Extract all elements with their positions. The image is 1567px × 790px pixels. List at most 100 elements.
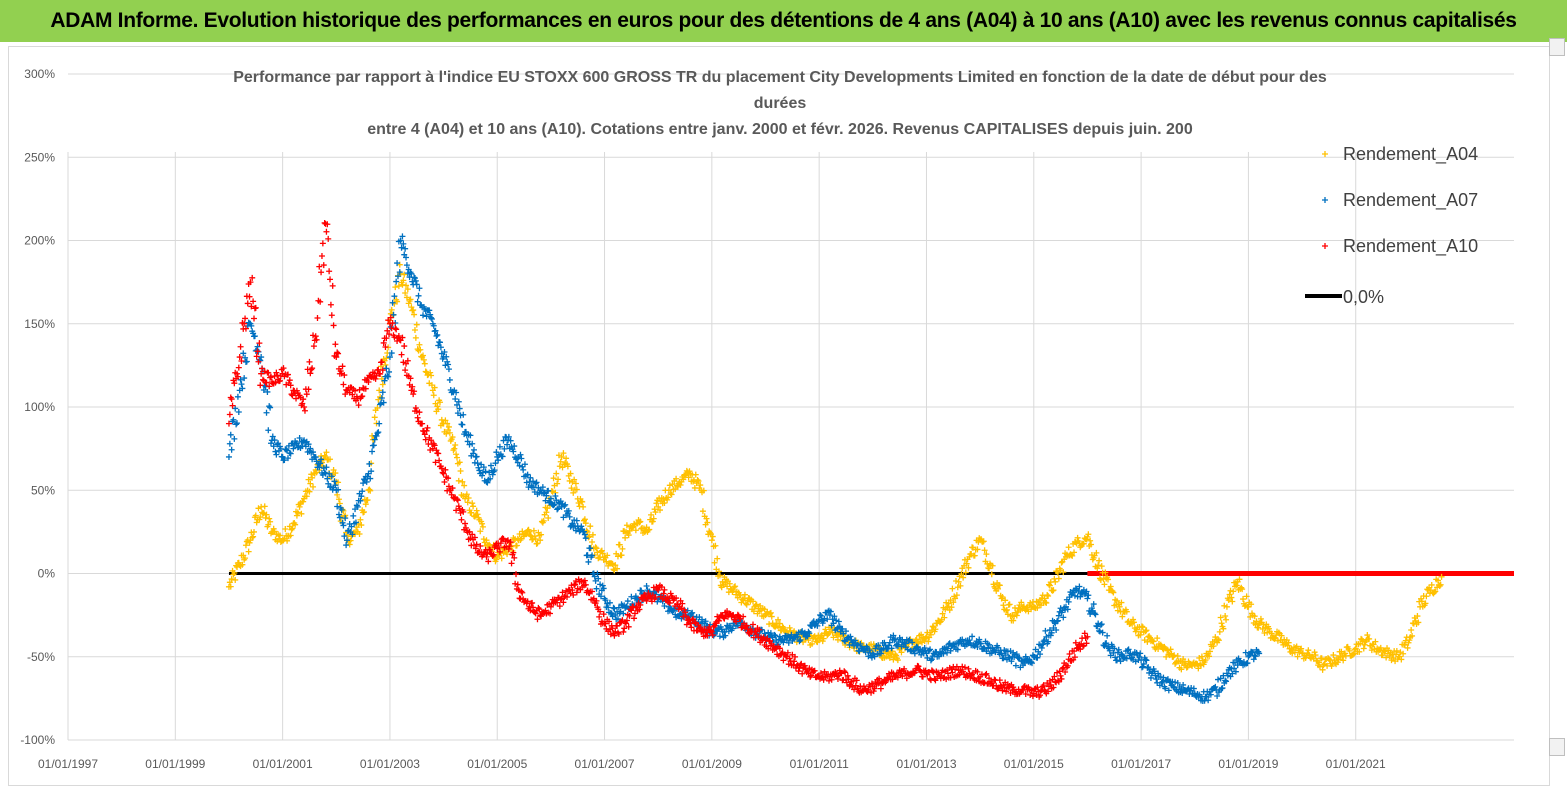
rendement_a07-point — [275, 440, 282, 447]
rendement_a04-point — [1361, 641, 1368, 648]
rendement_a04-point — [1251, 613, 1258, 620]
rendement_a10-point — [673, 595, 680, 602]
rendement_a10-point — [510, 549, 517, 556]
rendement_a07-point — [661, 602, 668, 609]
rendement_a07-point — [226, 440, 233, 447]
rendement_a10-point — [421, 431, 428, 438]
rendement_a04-point — [1102, 569, 1109, 576]
rendement_a10-point — [606, 626, 613, 633]
rendement_a10-point — [320, 262, 327, 269]
rendement_a10-point — [556, 603, 563, 610]
rendement_a07-point — [788, 631, 795, 638]
rendement_a07-point — [971, 643, 978, 650]
rendement_a10-point — [901, 665, 908, 672]
rendement_a10-point — [728, 613, 735, 620]
rendement_a04-point — [636, 519, 643, 526]
rendement_a07-point — [446, 376, 453, 383]
rendement_a04-point — [652, 509, 659, 516]
rendement_a10-point — [274, 372, 281, 379]
rendement_a10-point — [380, 339, 387, 346]
rendement_a07-point — [272, 448, 279, 455]
rendement_a04-point — [257, 514, 264, 521]
rendement_a10-point — [432, 459, 439, 466]
rendement_a04-point — [604, 552, 611, 559]
rendement_a07-point — [1222, 677, 1229, 684]
rendement_a07-point — [284, 455, 291, 462]
rendement_a07-point — [545, 487, 552, 494]
legend: Rendement_A04 Rendement_A07 Rendement_A10 0… — [1305, 144, 1478, 307]
rendement_a07-point — [521, 461, 528, 468]
rendement_a07-point — [817, 612, 824, 619]
rendement_a07-point — [1135, 656, 1142, 663]
rendement_a10-point — [340, 381, 347, 388]
rendement_a04-point — [246, 539, 253, 546]
rendement_a04-point — [437, 399, 444, 406]
rendement_a04-point — [996, 582, 1003, 589]
chart-resize-handle-top[interactable] — [1549, 38, 1565, 56]
rendement_a04-point — [945, 600, 952, 607]
rendement_a04-point — [544, 505, 551, 512]
rendement_a07-point — [412, 277, 419, 284]
rendement_a07-point — [416, 285, 423, 292]
rendement_a10-point — [300, 396, 307, 403]
rendement_a07-point — [780, 639, 787, 646]
rendement_a07-point — [251, 333, 258, 340]
rendement_a07-point — [1219, 685, 1226, 692]
rendement_a10-point — [472, 545, 479, 552]
rendement_a04-point — [824, 632, 831, 639]
rendement_a04-point — [582, 520, 589, 527]
rendement_a04-point — [1130, 619, 1137, 626]
chart-resize-handle-bottom[interactable] — [1549, 738, 1565, 756]
rendement_a07-point — [404, 270, 411, 277]
rendement_a07-point — [1065, 598, 1072, 605]
rendement_a04-point — [686, 468, 693, 475]
rendement_a04-point — [245, 548, 252, 555]
rendement_a10-point — [932, 677, 939, 684]
rendement_a07-point — [1178, 685, 1185, 692]
rendement_a04-point — [662, 487, 669, 494]
rendement_a04-point — [1042, 599, 1049, 606]
rendement_a10-point — [620, 628, 627, 635]
rendement_a07-point — [573, 517, 580, 524]
rendement_a04-point — [1436, 583, 1443, 590]
rendement_a04-point — [1325, 655, 1332, 662]
rendement_a10-point — [402, 367, 409, 374]
rendement_a04-point — [1372, 638, 1379, 645]
rendement_a07-point — [283, 446, 290, 453]
rendement_a10-point — [647, 593, 654, 600]
x-axis-ticks: 01/01/1997 01/01/1999 01/01/2001 01/01/2003… — [38, 757, 1386, 771]
rendement_a07-point — [340, 522, 347, 529]
rendement_a04-point — [1215, 636, 1221, 643]
rendement_a10-point — [572, 581, 579, 588]
rendement_a04-point — [1198, 653, 1205, 660]
rendement_a07-point — [334, 503, 341, 510]
rendement_a04-point — [650, 515, 657, 522]
rendement_a07-point — [267, 404, 274, 411]
rendement_a04-point — [1401, 641, 1408, 648]
rendement_a10-point — [323, 228, 330, 235]
rendement_a07-point — [387, 323, 394, 330]
rendement_a04-point — [1366, 635, 1373, 642]
rendement_a04-point — [709, 533, 716, 540]
rendement_a10-point — [496, 548, 503, 555]
rendement_a10-point — [308, 366, 315, 373]
rendement_a04-point — [421, 360, 428, 367]
rendement_a04-point — [557, 458, 564, 465]
rendement_a04-point — [750, 608, 757, 615]
rendement_a07-point — [892, 635, 899, 642]
rendement_a07-point — [1140, 660, 1147, 667]
rendement_a07-point — [1104, 632, 1111, 639]
rendement_a10-point — [843, 679, 850, 686]
rendement_a07-point — [479, 472, 486, 479]
rendement_a10-point — [602, 620, 609, 627]
rendement_a04-point — [1356, 648, 1363, 655]
rendement_a07-point — [581, 531, 588, 538]
rendement_a10-point — [963, 672, 970, 679]
rendement_a07-point — [839, 626, 846, 633]
rendement_a07-point — [547, 495, 554, 502]
chart-title-line-1: Performance par rapport à l'indice EU ST… — [233, 69, 1327, 86]
rendement_a04-point — [1003, 607, 1010, 614]
rendement_a04-point — [480, 536, 487, 543]
rendement_a07-point — [911, 650, 918, 657]
rendement_a07-point — [1217, 675, 1224, 682]
